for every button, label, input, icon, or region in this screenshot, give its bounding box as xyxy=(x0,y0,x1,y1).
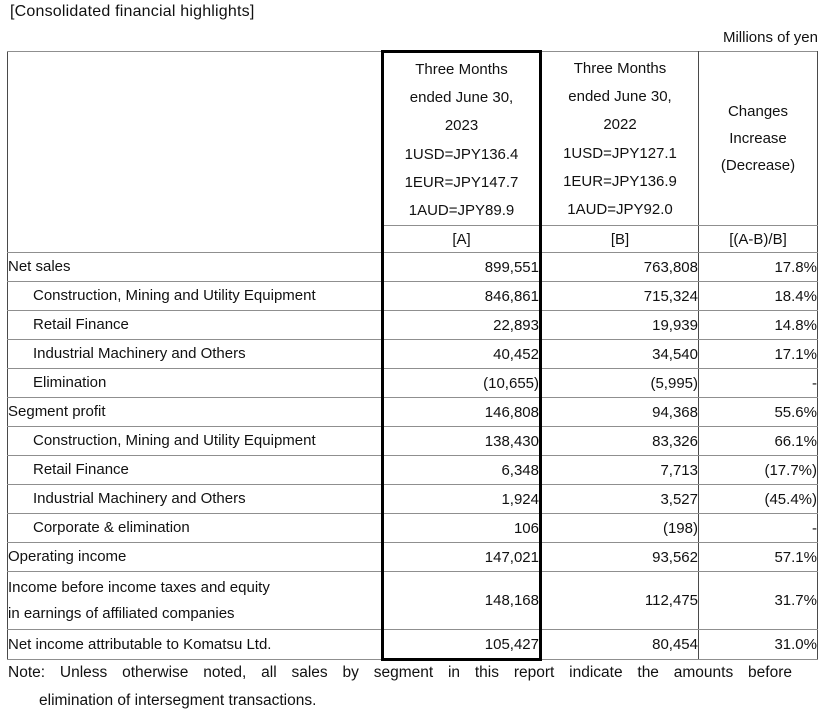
value-2023: 148,168 xyxy=(381,571,542,631)
row-label: Elimination xyxy=(7,368,383,399)
row-label: Retail Finance xyxy=(7,455,383,486)
row-label: Net sales xyxy=(7,252,383,283)
table-header: Three Months ended June 30, 2023 1USD=JPY13… xyxy=(7,49,818,254)
value-change: 66.1% xyxy=(698,426,818,457)
value-2022: 80,454 xyxy=(540,629,699,661)
value-2022: (198) xyxy=(540,513,699,544)
column-b-header: Three Months ended June 30, 2022 1USD=JPY12… xyxy=(540,50,699,227)
value-2023: 147,021 xyxy=(381,542,542,573)
value-change: 55.6% xyxy=(698,397,818,428)
value-2022: (5,995) xyxy=(540,368,699,399)
header-line: ended June 30, xyxy=(568,88,672,106)
header-line: Three Months xyxy=(415,61,508,78)
column-b-tag: [B] xyxy=(540,225,699,254)
value-2023: 138,430 xyxy=(381,426,542,457)
row-label: Industrial Machinery and Others xyxy=(7,484,383,515)
row-label: Operating income xyxy=(7,542,383,573)
financial-highlights-table: Three Months ended June 30, 2023 1USD=JPY13… xyxy=(7,49,818,662)
value-2023: 899,551 xyxy=(381,252,542,283)
value-2022: 763,808 xyxy=(540,252,699,283)
table-header-row: Three Months ended June 30, 2023 1USD=JPY13… xyxy=(7,49,818,254)
table-row: Industrial Machinery and Others 40,452 34,… xyxy=(7,339,818,370)
row-label: Construction, Mining and Utility Equipme… xyxy=(7,426,383,457)
table-row: Segment profit 146,808 94,368 55.6% xyxy=(7,397,818,428)
column-changes-header: Changes Increase (Decrease) xyxy=(698,50,818,227)
header-line: Three Months xyxy=(573,60,667,77)
header-line: 2023 xyxy=(444,117,479,135)
value-change: 14.8% xyxy=(698,310,818,341)
table-row: Construction, Mining and Utility Equipme… xyxy=(7,281,818,312)
row-label: Income before income taxes and equity in… xyxy=(7,571,383,631)
header-line: 1EUR=JPY136.9 xyxy=(563,172,677,190)
header-line: 1EUR=JPY147.7 xyxy=(404,173,519,191)
value-2023: (10,655) xyxy=(381,368,542,399)
column-changes-tag: [(A-B)/B] xyxy=(698,225,818,254)
value-2022: 112,475 xyxy=(540,571,699,631)
value-change: 17.1% xyxy=(698,339,818,370)
header-line: 1USD=JPY127.1 xyxy=(563,144,677,162)
value-change: - xyxy=(698,368,818,399)
value-change: - xyxy=(698,513,818,544)
unit-label: Millions of yen xyxy=(722,29,818,46)
table-row: Income before income taxes and equity in… xyxy=(7,571,818,631)
footnote: Note: Unless otherwise noted, all sales … xyxy=(8,662,792,712)
value-2023: 22,893 xyxy=(381,310,542,341)
header-line: 1AUD=JPY92.0 xyxy=(567,201,673,219)
value-2022: 715,324 xyxy=(540,281,699,312)
table-row: Retail Finance 6,348 7,713 (17.7%) xyxy=(7,455,818,486)
table-row: Net sales 899,551 763,808 17.8% xyxy=(7,252,818,283)
header-line: Increase xyxy=(729,130,787,148)
value-2022: 93,562 xyxy=(540,542,699,573)
value-change: 57.1% xyxy=(698,542,818,573)
column-a-tag: [A] xyxy=(381,225,542,254)
table-row: Operating income 147,021 93,562 57.1% xyxy=(7,542,818,573)
value-change: 17.8% xyxy=(698,252,818,283)
header-line: (Decrease) xyxy=(720,157,796,175)
header-line: Changes xyxy=(727,103,789,121)
header-line: ended June 30, xyxy=(409,89,514,107)
row-label: Corporate & elimination xyxy=(7,513,383,544)
table-row: Corporate & elimination 106 (198) - xyxy=(7,513,818,544)
value-change: (45.4%) xyxy=(698,484,818,515)
value-change: (17.7%) xyxy=(698,455,818,486)
page-title: [Consolidated financial highlights] xyxy=(10,3,255,20)
value-2022: 34,540 xyxy=(540,339,699,370)
value-2022: 19,939 xyxy=(540,310,699,341)
table-row: Elimination (10,655) (5,995) - xyxy=(7,368,818,399)
row-label: Segment profit xyxy=(7,397,383,428)
value-change: 18.4% xyxy=(698,281,818,312)
footnote-line-1: Note: Unless otherwise noted, all sales … xyxy=(8,664,792,681)
table-subheader-row: [A] [B] [(A-B)/B] xyxy=(8,225,818,254)
row-label: Construction, Mining and Utility Equipme… xyxy=(7,281,383,312)
value-2022: 3,527 xyxy=(540,484,699,515)
value-change: 31.0% xyxy=(698,629,818,661)
row-label: Industrial Machinery and Others xyxy=(7,339,383,370)
table-row: Net income attributable to Komatsu Ltd. 1… xyxy=(7,629,818,662)
value-2023: 846,861 xyxy=(381,281,542,312)
value-2022: 7,713 xyxy=(540,455,699,486)
table-row: Industrial Machinery and Others 1,924 3,52… xyxy=(7,484,818,515)
value-2023: 106 xyxy=(381,513,542,544)
row-label: Net income attributable to Komatsu Ltd. xyxy=(7,629,383,661)
header-line: 2022 xyxy=(603,116,637,134)
header-line: 1USD=JPY136.4 xyxy=(404,145,519,163)
table-row: Retail Finance 22,893 19,939 14.8% xyxy=(7,310,818,341)
header-line: 1AUD=JPY89.9 xyxy=(408,202,515,220)
value-2023: 6,348 xyxy=(381,455,542,486)
stub-cell xyxy=(7,50,383,254)
value-2023: 146,808 xyxy=(381,397,542,428)
table-row: Construction, Mining and Utility Equipme… xyxy=(7,426,818,457)
value-2022: 94,368 xyxy=(540,397,699,428)
value-2022: 83,326 xyxy=(540,426,699,457)
footnote-line-2: elimination of intersegment transactions… xyxy=(39,692,317,709)
column-a-header: Three Months ended June 30, 2023 1USD=JPY13… xyxy=(381,49,542,227)
value-2023: 105,427 xyxy=(381,629,542,662)
value-change: 31.7% xyxy=(698,571,818,631)
row-label: Retail Finance xyxy=(7,310,383,341)
value-2023: 1,924 xyxy=(381,484,542,515)
value-2023: 40,452 xyxy=(381,339,542,370)
table-body: Net sales 899,551 763,808 17.8% Construction… xyxy=(7,252,818,662)
